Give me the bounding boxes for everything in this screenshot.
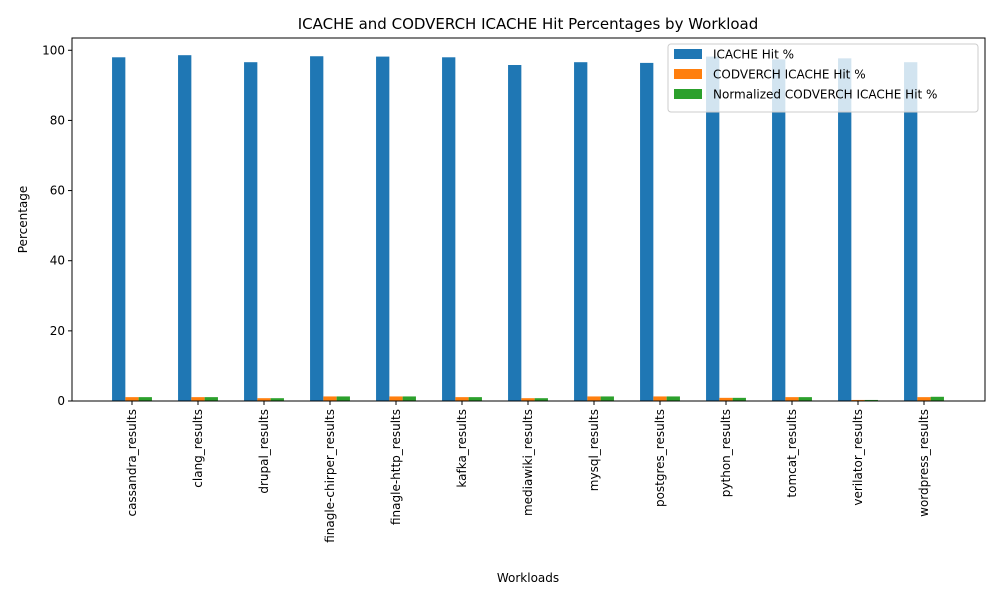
- bar-1-kafka_results: [442, 57, 456, 401]
- y-tick-label: 100: [42, 43, 65, 57]
- legend-frame: [667, 43, 979, 113]
- plot-frame: [71, 37, 986, 402]
- x-tick-label: mediawiki_results: [521, 409, 535, 516]
- y-tick-label: 40: [50, 254, 65, 268]
- legend: ICACHE Hit % CODVERCH ICACHE Hit % Normali…: [667, 43, 979, 113]
- bar-3-python_results: [732, 397, 746, 401]
- y-axis-label: Percentage: [16, 186, 30, 254]
- bar-1-mysql_results: [574, 62, 588, 401]
- x-tick-label: clang_results: [191, 409, 205, 488]
- legend-label: CODVERCH ICACHE Hit %: [713, 68, 866, 82]
- bar-1-tomcat_results: [772, 59, 786, 401]
- legend-swatch: [674, 49, 702, 59]
- bar-3-tomcat_results: [798, 397, 812, 401]
- bar-2-cassandra_results: [125, 397, 139, 401]
- x-tick-label: postgres_results: [653, 409, 667, 507]
- bar-2-verilator_results: [851, 399, 865, 401]
- x-axis-label: Workloads: [497, 571, 559, 585]
- bar-1-finagle-http_results: [376, 56, 390, 402]
- bar-3-finagle-chirper_results: [336, 396, 350, 401]
- bar-1-clang_results: [178, 55, 192, 401]
- bars-group: [112, 55, 944, 402]
- bar-1-mediawiki_results: [508, 65, 522, 401]
- bar-1-drupal_results: [244, 62, 258, 401]
- legend-label: Normalized CODVERCH ICACHE Hit %: [713, 88, 937, 102]
- bar-1-cassandra_results: [112, 57, 126, 401]
- x-tick-label: kafka_results: [455, 409, 469, 488]
- x-tick-label: wordpress_results: [917, 409, 931, 517]
- legend-swatch: [674, 69, 702, 79]
- bar-2-mysql_results: [587, 396, 601, 401]
- bar-2-clang_results: [191, 397, 205, 401]
- x-axis: cassandra_results clang_results drupal_res…: [125, 401, 931, 543]
- bar-3-clang_results: [204, 397, 218, 401]
- bar-2-wordpress_results: [917, 397, 931, 401]
- y-tick-label: 0: [57, 394, 65, 408]
- bar-1-wordpress_results: [904, 62, 918, 401]
- bar-1-verilator_results: [838, 58, 852, 402]
- bar-3-finagle-http_results: [402, 396, 416, 401]
- bar-3-wordpress_results: [930, 396, 944, 401]
- bar-2-finagle-http_results: [389, 396, 403, 401]
- y-tick-label: 20: [50, 324, 65, 338]
- bar-3-mysql_results: [600, 396, 614, 401]
- bar-2-tomcat_results: [785, 397, 799, 401]
- bar-2-finagle-chirper_results: [323, 396, 337, 401]
- x-tick-label: mysql_results: [587, 409, 601, 491]
- y-axis: 0 20 40 60 80 100: [42, 43, 72, 408]
- bar-2-kafka_results: [455, 397, 469, 401]
- x-tick-label: python_results: [719, 409, 733, 497]
- x-tick-label: cassandra_results: [125, 409, 139, 517]
- bar-1-finagle-chirper_results: [310, 56, 324, 402]
- y-tick-label: 60: [50, 184, 65, 198]
- bar-1-postgres_results: [640, 62, 654, 402]
- x-tick-label: finagle-chirper_results: [323, 409, 337, 543]
- x-tick-label: tomcat_results: [785, 409, 799, 498]
- chart-title: ICACHE and CODVERCH ICACHE Hit Percentag…: [298, 15, 759, 33]
- bar-1-python_results: [706, 56, 720, 402]
- legend-swatch: [674, 89, 702, 99]
- y-tick-label: 80: [50, 113, 65, 127]
- bar-2-postgres_results: [653, 396, 667, 401]
- bar-2-mediawiki_results: [521, 398, 535, 401]
- legend-label: ICACHE Hit %: [713, 48, 794, 62]
- bar-3-mediawiki_results: [534, 398, 548, 401]
- x-tick-label: drupal_results: [257, 409, 271, 494]
- bar-3-kafka_results: [468, 397, 482, 401]
- bar-2-python_results: [719, 397, 733, 401]
- bar-3-drupal_results: [270, 398, 284, 401]
- bar-3-postgres_results: [666, 396, 680, 401]
- x-tick-label: finagle-http_results: [389, 409, 403, 525]
- bar-3-cassandra_results: [138, 397, 152, 401]
- bar-2-drupal_results: [257, 398, 271, 401]
- bar-3-verilator_results: [864, 399, 878, 401]
- x-tick-label: verilator_results: [851, 409, 865, 506]
